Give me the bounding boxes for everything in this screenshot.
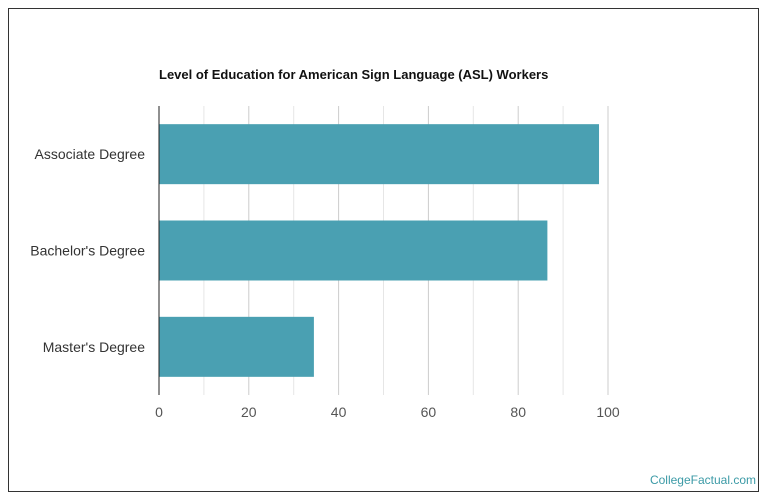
- bar[interactable]: [159, 220, 548, 281]
- chart-title: Level of Education for American Sign Lan…: [159, 67, 549, 82]
- x-tick-label: 80: [510, 404, 526, 420]
- source-watermark[interactable]: CollegeFactual.com: [649, 473, 756, 487]
- x-tick-label: 0: [155, 404, 163, 420]
- x-tick-label: 40: [331, 404, 347, 420]
- category-labels: Associate Degree Bachelor's Degree Master'…: [30, 146, 145, 355]
- category-label: Bachelor's Degree: [30, 243, 145, 259]
- category-label: Master's Degree: [43, 339, 145, 355]
- x-tick-label: 100: [596, 404, 620, 420]
- bar[interactable]: [159, 316, 314, 377]
- x-tick-label: 60: [421, 404, 437, 420]
- x-tick-labels: 0 20 40 60 80 100: [155, 404, 620, 420]
- x-tick-label: 20: [241, 404, 257, 420]
- category-label: Associate Degree: [34, 146, 145, 162]
- bar[interactable]: [159, 124, 600, 185]
- bars: [159, 124, 600, 377]
